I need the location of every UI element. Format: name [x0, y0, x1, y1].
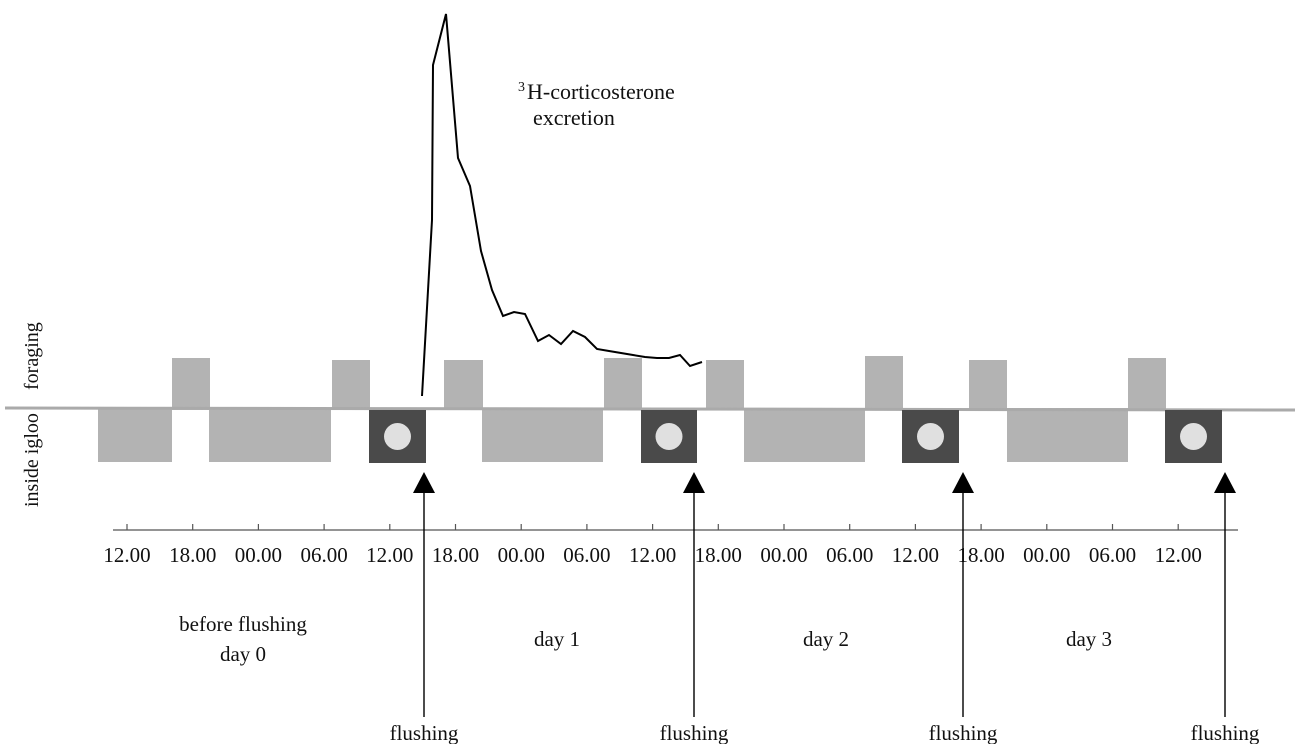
- corticosterone-excretion-curve: [421, 13, 703, 397]
- tick-label: 18.00: [695, 543, 742, 567]
- flushing-label: flushing: [660, 721, 729, 744]
- period-labels: before flushing day 0 day 1 day 2 day 3: [179, 612, 1112, 666]
- annotation-line1: H-corticosterone: [527, 79, 675, 104]
- tick-label: 12.00: [892, 543, 939, 567]
- foraging-block: [865, 356, 903, 410]
- annotation-superscript: 3: [518, 80, 525, 95]
- sample-collection-icon: [902, 410, 959, 463]
- period-label: day 1: [534, 627, 580, 651]
- tick-label: 00.00: [498, 543, 545, 567]
- tick-label: 06.00: [1089, 543, 1136, 567]
- arrow-up-icon: [413, 472, 435, 717]
- tick-label: 00.00: [1023, 543, 1070, 567]
- arrow-up-icon: [1214, 472, 1236, 717]
- foraging-block: [172, 358, 210, 410]
- period-label-sub: day 0: [220, 642, 266, 666]
- foraging-block: [706, 360, 744, 410]
- flushing-label: flushing: [929, 721, 998, 744]
- sample-collection-icon: [369, 410, 426, 463]
- arrow-up-icon: [683, 472, 705, 717]
- inside-igloo-blocks: [98, 408, 1128, 462]
- tick-label: 00.00: [760, 543, 807, 567]
- tick-label: 06.00: [563, 543, 610, 567]
- flushing-arrows: flushing flushing flushing flushing: [390, 472, 1260, 744]
- time-ticks: 12.00 18.00 00.00 06.00 12.00 18.00 00.00 06.00…: [103, 524, 1202, 567]
- annotation-line2: excretion: [533, 105, 615, 130]
- tick-label: 12.00: [366, 543, 413, 567]
- arrow-up-icon: [952, 472, 974, 717]
- tick-label: 18.00: [432, 543, 479, 567]
- tick-label: 12.00: [629, 543, 676, 567]
- tick-label: 06.00: [300, 543, 347, 567]
- tick-label: 12.00: [1155, 543, 1202, 567]
- inside-igloo-block: [744, 408, 865, 462]
- tick-label: 06.00: [826, 543, 873, 567]
- foraging-block: [332, 360, 370, 410]
- sample-collection-icon: [641, 410, 697, 463]
- sample-collection-icon: [1165, 410, 1222, 463]
- activity-baseline: [4, 406, 1295, 412]
- period-label: before flushing: [179, 612, 307, 636]
- inside-igloo-block: [1007, 408, 1128, 462]
- sample-boxes: [369, 410, 1222, 463]
- ylabel-inside: inside igloo: [21, 413, 43, 507]
- ylabel-foraging: foraging: [21, 322, 43, 390]
- period-label: day 3: [1066, 627, 1112, 651]
- inside-igloo-block: [98, 408, 172, 462]
- foraging-block: [604, 358, 642, 408]
- foraging-block: [969, 360, 1007, 410]
- flushing-label: flushing: [390, 721, 459, 744]
- tick-label: 18.00: [169, 543, 216, 567]
- tick-label: 00.00: [235, 543, 282, 567]
- foraging-blocks: [172, 356, 1166, 410]
- period-label: day 2: [803, 627, 849, 651]
- tick-label: 18.00: [957, 543, 1004, 567]
- inside-igloo-block: [482, 408, 603, 462]
- flushing-label: flushing: [1191, 721, 1260, 744]
- foraging-block: [444, 360, 483, 408]
- foraging-block: [1128, 358, 1166, 410]
- inside-igloo-block: [209, 408, 331, 462]
- tick-label: 12.00: [103, 543, 150, 567]
